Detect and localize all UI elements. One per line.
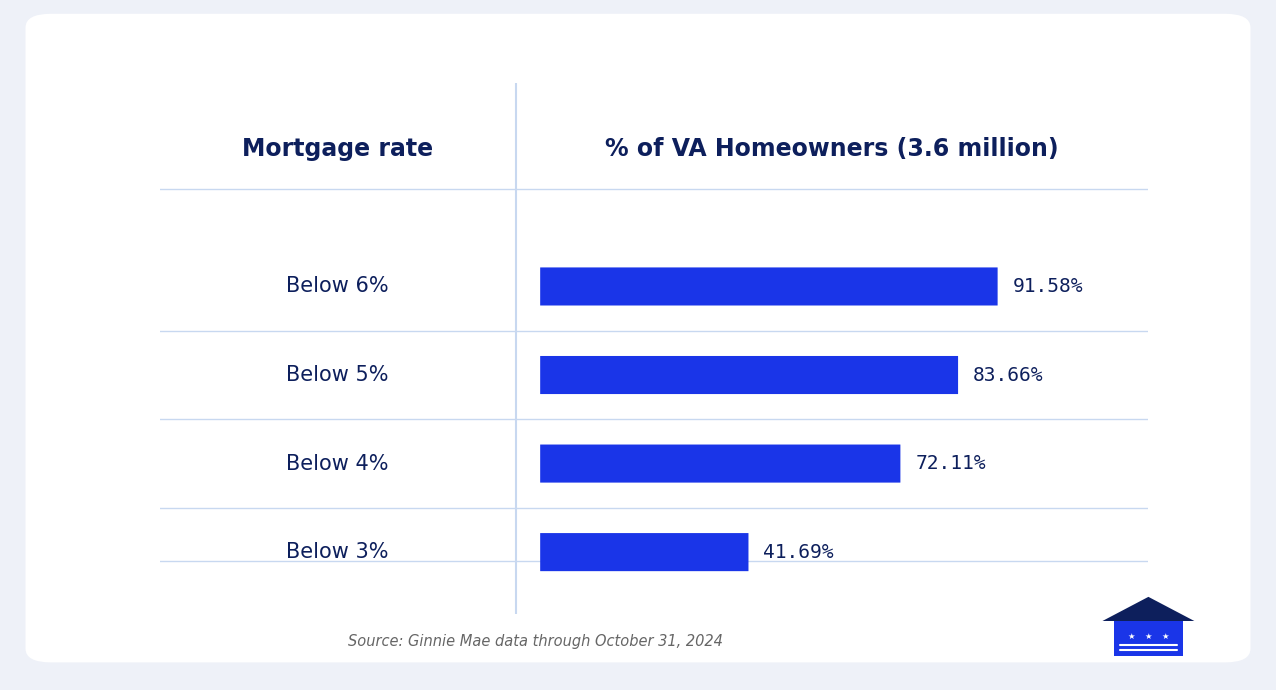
FancyBboxPatch shape <box>540 533 749 571</box>
Text: ★: ★ <box>1128 631 1134 641</box>
Text: ★: ★ <box>1162 631 1169 641</box>
Text: 41.69%: 41.69% <box>763 542 833 562</box>
FancyBboxPatch shape <box>1114 621 1183 656</box>
Text: % of VA Homeowners (3.6 million): % of VA Homeowners (3.6 million) <box>605 137 1059 161</box>
FancyBboxPatch shape <box>540 268 998 306</box>
Text: Below 6%: Below 6% <box>286 277 389 297</box>
Polygon shape <box>1102 597 1194 621</box>
Text: Below 3%: Below 3% <box>286 542 389 562</box>
Text: Below 4%: Below 4% <box>286 453 389 473</box>
FancyBboxPatch shape <box>540 444 901 482</box>
Text: Mortgage rate: Mortgage rate <box>242 137 433 161</box>
Text: 83.66%: 83.66% <box>972 366 1044 384</box>
FancyBboxPatch shape <box>26 14 1250 662</box>
Text: Source: Ginnie Mae data through October 31, 2024: Source: Ginnie Mae data through October … <box>348 634 723 649</box>
FancyBboxPatch shape <box>540 356 958 394</box>
Text: Below 5%: Below 5% <box>286 365 389 385</box>
Text: ★: ★ <box>1145 631 1152 641</box>
Text: 91.58%: 91.58% <box>1012 277 1083 296</box>
Text: 72.11%: 72.11% <box>915 454 985 473</box>
